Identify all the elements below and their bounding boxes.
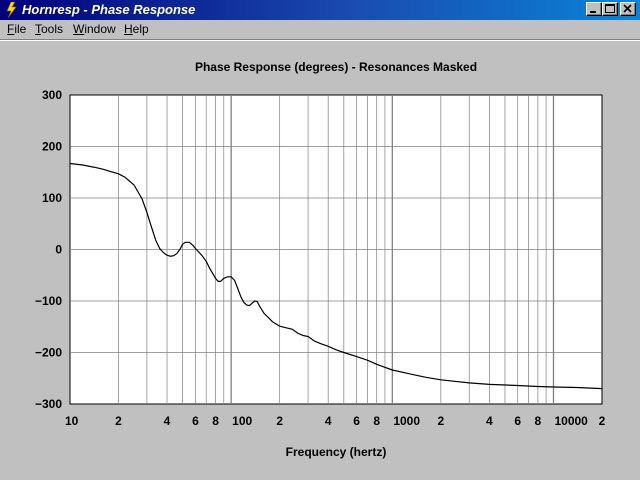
x-tick-label: 8	[373, 414, 380, 428]
minimize-button[interactable]	[586, 2, 602, 16]
x-tick-label: 6	[353, 414, 360, 428]
y-axis-tick-labels: 300 200 100 0 −100 −200 −300	[35, 88, 62, 411]
menu-file[interactable]: File	[7, 22, 27, 36]
x-axis-label: Frequency (hertz)	[285, 445, 387, 459]
x-tick-label: 6	[514, 414, 521, 428]
x-tick-label: 2	[276, 414, 283, 428]
y-tick-label: 100	[42, 191, 62, 205]
x-tick-label: 4	[164, 414, 171, 428]
x-tick-label: 4	[325, 414, 332, 428]
x-tick-label: 8	[212, 414, 219, 428]
maximize-icon	[605, 4, 615, 13]
lightning-bolt-icon	[6, 2, 17, 18]
menu-separator	[0, 39, 640, 41]
y-tick-label: −300	[35, 397, 62, 411]
y-tick-label: 200	[42, 140, 62, 154]
menu-tools[interactable]: Tools	[35, 22, 64, 36]
close-icon	[623, 4, 632, 13]
x-tick-label: 10000	[554, 414, 588, 428]
title-bar[interactable]: Hornresp - Phase Response	[0, 0, 640, 20]
menu-bar: File Tools Window Help	[0, 20, 640, 39]
x-tick-label: 2	[599, 414, 606, 428]
x-tick-label: 1000	[393, 414, 420, 428]
x-tick-label: 2	[115, 414, 122, 428]
phase-curve	[69, 162, 603, 390]
maximize-button[interactable]	[602, 2, 618, 16]
menu-window[interactable]: Window	[73, 22, 116, 36]
minimize-icon	[590, 11, 596, 13]
x-tick-label: 6	[192, 414, 199, 428]
y-tick-label: 300	[42, 88, 62, 102]
close-button[interactable]	[620, 2, 636, 16]
y-tick-label: −200	[35, 346, 62, 360]
menu-help[interactable]: Help	[124, 22, 149, 36]
x-tick-label: 4	[486, 414, 493, 428]
chart-title: Phase Response (degrees) - Resonances Ma…	[194, 60, 478, 74]
horizontal-grid-lines	[70, 146, 602, 353]
window-title: Hornresp - Phase Response	[22, 2, 196, 17]
x-axis-tick-labels: 10 2 4 6 8 100 2 4 6 8 1000 2 4 6 8 10000 2	[65, 414, 606, 428]
x-tick-label: 2	[437, 414, 444, 428]
x-tick-label: 8	[535, 414, 542, 428]
x-tick-label: 10	[65, 414, 79, 428]
y-tick-label: −100	[35, 294, 62, 308]
y-tick-label: 0	[55, 243, 62, 257]
x-tick-label: 100	[232, 414, 252, 428]
